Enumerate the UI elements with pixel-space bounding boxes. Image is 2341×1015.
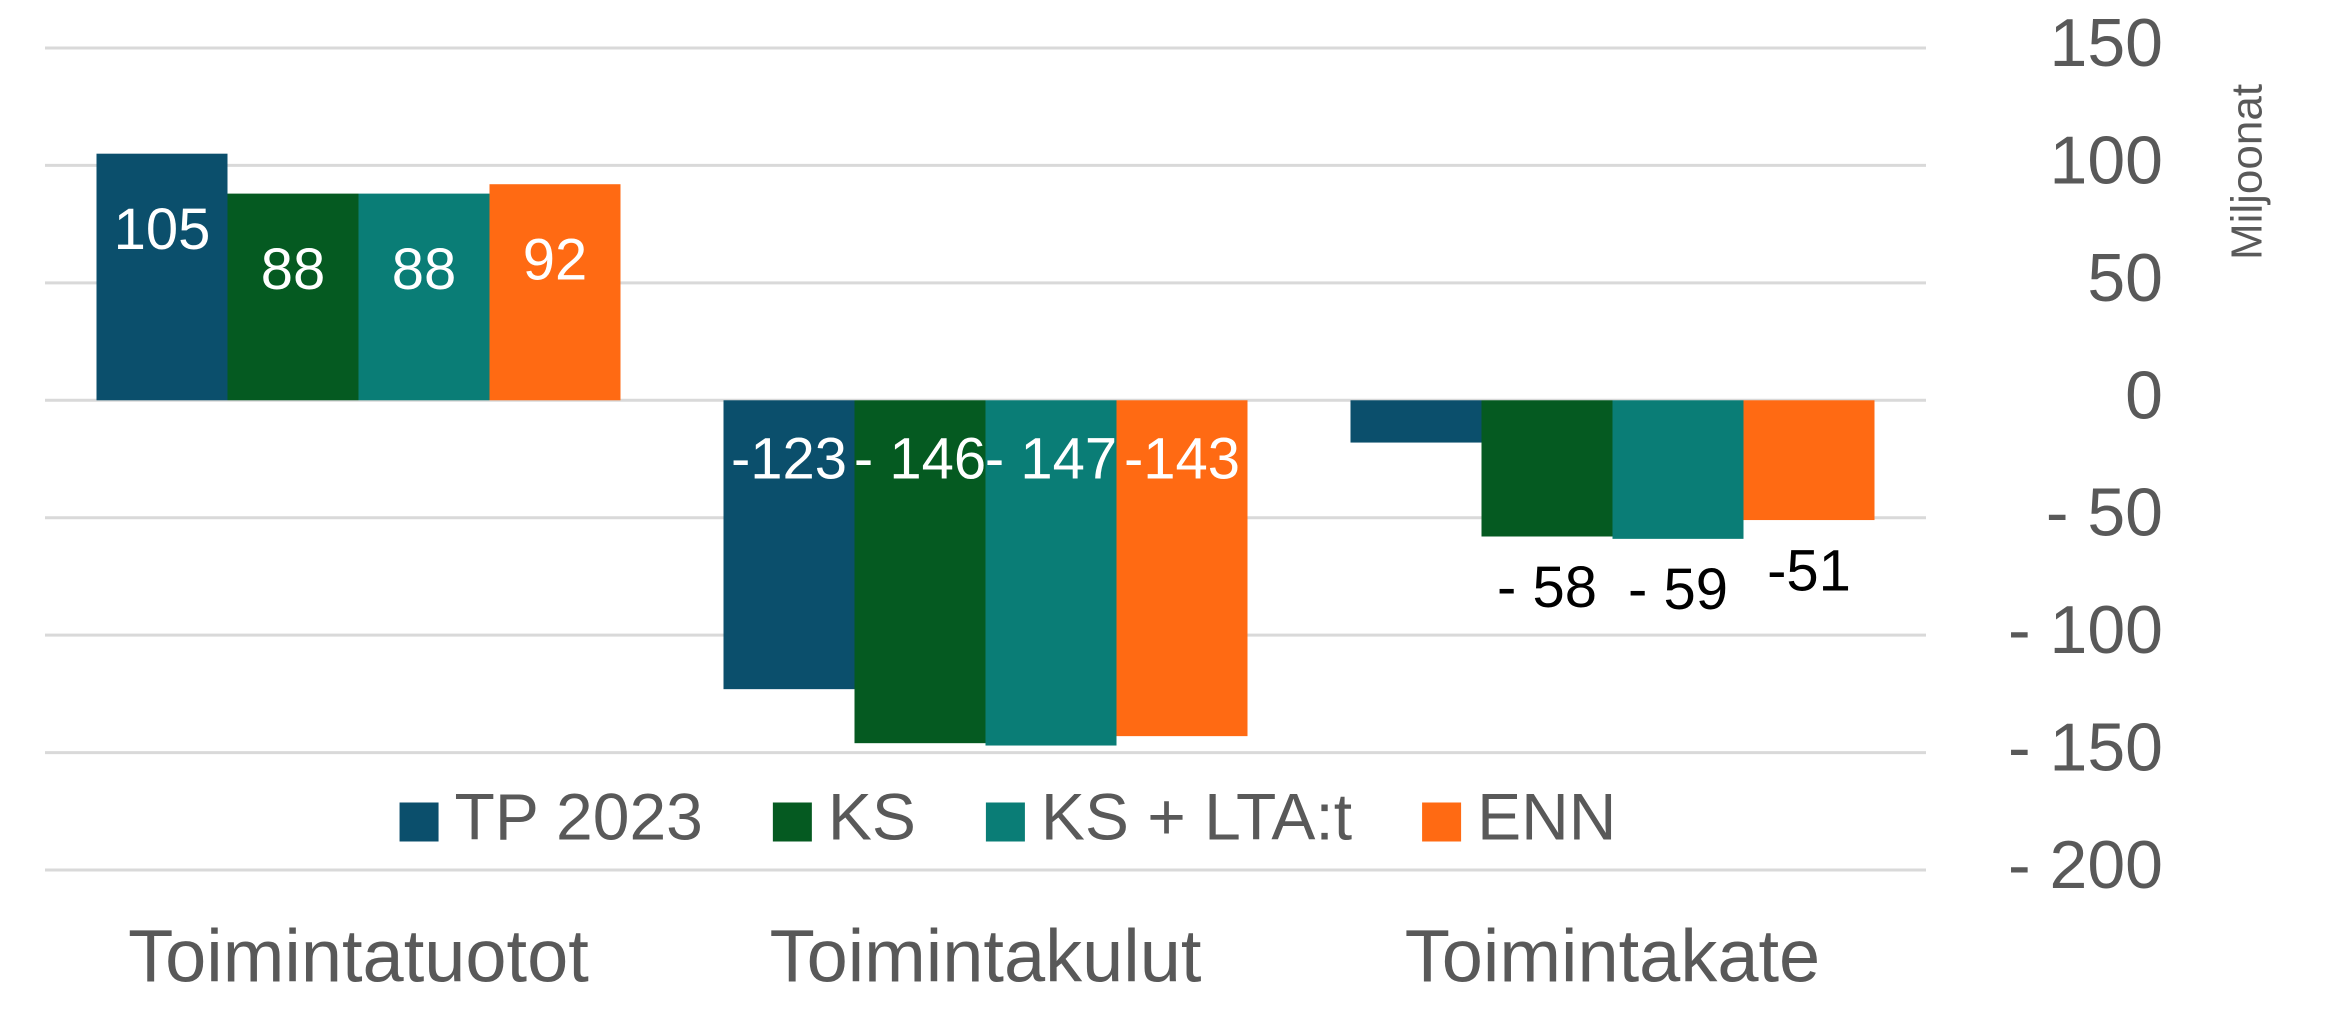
data-label: - 59 [1628,557,1728,622]
data-label: 88 [392,237,457,302]
bar [489,184,621,401]
y-axis-title: Miljoonat [2223,84,2272,260]
bar [985,400,1117,746]
bar [854,400,986,744]
legend-label: ENN [1477,779,1616,853]
legend-label: TP 2023 [455,779,703,853]
y-tick-label: - 50 [2046,475,2163,551]
y-tick-label: - 100 [2008,592,2163,668]
bar [1743,400,1875,521]
y-tick-label: 50 [2087,240,2163,316]
data-label: 88 [261,237,326,302]
y-tick-label: 100 [2050,122,2163,198]
x-tick-label: Toimintakate [1405,915,1820,998]
data-label: -143 [1124,427,1240,492]
data-label: -123 [731,427,847,492]
data-label: 105 [114,197,211,262]
legend-swatch [772,802,812,842]
data-label: - 146 [854,427,986,492]
y-tick-label: - 200 [2008,827,2163,903]
bar [723,400,855,690]
bar [358,193,490,401]
y-tick-label: 0 [2125,357,2163,433]
y-tick-label: 150 [2050,5,2163,81]
x-tick-label: Toimintakulut [770,915,1202,998]
legend: TP 2023 KS KS + LTA:t ENN [399,779,1616,853]
bar [1481,400,1613,537]
data-label: - 58 [1497,555,1597,620]
y-tick-label: - 150 [2008,710,2163,786]
data-label: -51 [1767,538,1851,603]
x-tick-label: Toimintatuotot [128,915,589,998]
legend-label: KS + LTA:t [1041,779,1352,853]
bar [1612,400,1744,539]
legend-label: KS [828,779,916,853]
data-label: - 147 [985,427,1117,492]
data-label: 92 [523,228,588,293]
legend-swatch [399,802,439,842]
legend-swatch [985,802,1025,842]
bar [1116,400,1248,737]
bar [96,153,228,401]
legend-swatch [1422,802,1462,842]
bar [1350,400,1482,443]
bar [227,193,359,401]
